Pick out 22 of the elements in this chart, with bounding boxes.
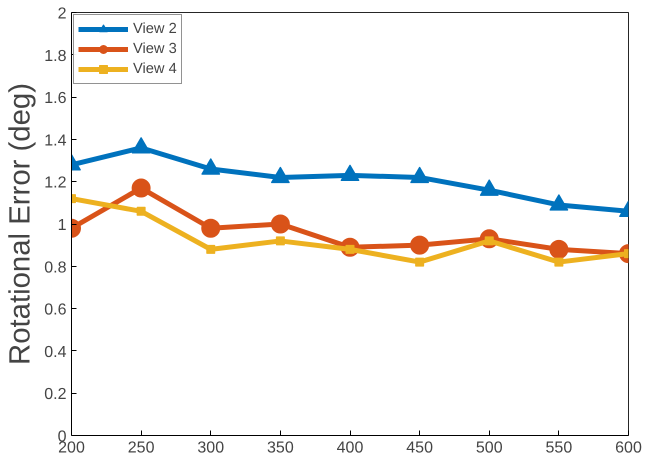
- y-tick-label: 1.6: [44, 90, 67, 108]
- x-tick-label: 550: [546, 440, 572, 456]
- x-tick-label: 250: [128, 440, 155, 456]
- y-tick-label: 0.8: [44, 259, 67, 276]
- legend-label: View 3: [133, 41, 177, 57]
- x-tick-label: 600: [615, 440, 642, 456]
- legend-label: View 2: [133, 21, 177, 37]
- x-tick-label: 300: [197, 440, 224, 456]
- y-tick-label: 0.6: [44, 302, 67, 319]
- y-tick-label: 1.4: [44, 132, 67, 150]
- y-tick-label: 1.2: [44, 174, 67, 192]
- x-tick-label: 500: [476, 440, 503, 456]
- y-tick-label: 0.4: [44, 344, 67, 361]
- legend-label: View 4: [133, 61, 177, 77]
- y-tick-label: 2: [58, 6, 67, 22]
- y-axis-title: Rotational Error (deg): [3, 83, 36, 365]
- x-tick-label: 350: [267, 440, 294, 456]
- y-tick-label: 1: [58, 217, 67, 234]
- y-tick-label: 1.8: [44, 48, 67, 65]
- x-tick-label: 450: [406, 440, 434, 456]
- x-tick-label: 400: [336, 440, 364, 456]
- y-tick-label: 0.2: [44, 386, 67, 404]
